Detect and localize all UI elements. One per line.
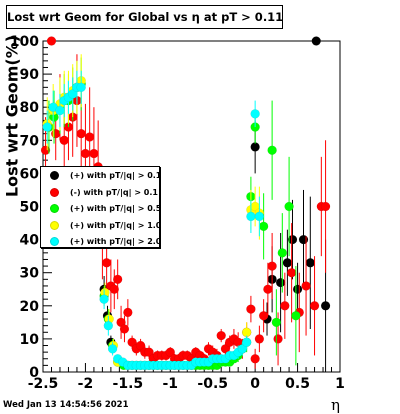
data-point bbox=[275, 277, 286, 288]
data-point bbox=[76, 128, 86, 139]
data-point bbox=[55, 105, 65, 116]
y-tick-label: 80 bbox=[20, 100, 40, 116]
data-point bbox=[80, 148, 91, 159]
data-point bbox=[254, 211, 265, 222]
axis-tick-labels: -2.5 -2 -1.5 -1 -0.5 0 0.5 10102030405060708090… bbox=[10, 34, 345, 392]
legend-marker bbox=[50, 237, 59, 246]
data-point bbox=[103, 320, 114, 331]
data-point bbox=[282, 258, 293, 268]
x-tick-label: -1.5 bbox=[113, 376, 144, 392]
data-point bbox=[241, 327, 252, 338]
legend-marker bbox=[50, 220, 59, 230]
y-tick-label: 0 bbox=[29, 365, 39, 381]
x-tick-label: -2 bbox=[78, 376, 94, 392]
y-tick-label: 10 bbox=[20, 332, 40, 348]
y-tick-label: 30 bbox=[20, 266, 40, 282]
chart-title: Lost wrt Geom for Global vs η at pT > 0.… bbox=[6, 5, 283, 29]
x-tick-label: 1 bbox=[335, 376, 345, 392]
data-point bbox=[76, 82, 86, 93]
data-point bbox=[84, 132, 95, 142]
data-point bbox=[250, 142, 260, 152]
data-point bbox=[109, 284, 120, 294]
data-point bbox=[50, 128, 61, 139]
data-point bbox=[241, 337, 252, 347]
data-point bbox=[89, 148, 99, 159]
y-tick-label: 20 bbox=[20, 299, 40, 315]
legend-entry: (+) with pT/|q| > 2.0 bbox=[41, 233, 162, 250]
legend-entry: (+) with pT/|q| > 0.5 bbox=[41, 200, 162, 217]
legend-entry: (+) with pT/|q| > 1.0 bbox=[41, 217, 162, 234]
data-points bbox=[40, 36, 331, 372]
series-4 bbox=[42, 70, 265, 371]
legend-label: (-) with pT/|q| > 0.1 bbox=[70, 187, 158, 197]
data-point bbox=[258, 221, 269, 232]
data-point bbox=[286, 267, 297, 278]
data-point bbox=[301, 281, 311, 291]
data-point bbox=[284, 201, 294, 212]
legend-marker bbox=[50, 204, 59, 213]
data-point bbox=[165, 347, 176, 357]
data-point bbox=[250, 354, 260, 364]
y-tick-label: 50 bbox=[20, 200, 40, 216]
data-point bbox=[291, 310, 301, 321]
data-point bbox=[273, 334, 283, 344]
data-point bbox=[123, 307, 133, 318]
data-point bbox=[277, 248, 288, 258]
data-point bbox=[320, 201, 331, 212]
data-point bbox=[42, 122, 52, 132]
legend-label: (+) with pT/|q| > 2.0 bbox=[70, 237, 162, 246]
data-point bbox=[216, 330, 226, 341]
data-point bbox=[254, 334, 265, 344]
data-point bbox=[119, 324, 130, 334]
data-point bbox=[250, 109, 260, 119]
data-point bbox=[107, 344, 118, 354]
x-tick-label: 0.5 bbox=[285, 376, 310, 392]
data-point bbox=[246, 211, 256, 222]
data-point bbox=[292, 284, 303, 294]
data-point bbox=[298, 234, 309, 245]
data-point bbox=[287, 234, 298, 245]
x-tick-label: -2.5 bbox=[28, 376, 59, 392]
x-tick-label: -1 bbox=[163, 376, 179, 392]
x-axis-label: η bbox=[331, 396, 340, 414]
y-axis-label: Lost wrt Geom(%) bbox=[2, 34, 22, 198]
legend-marker bbox=[50, 187, 59, 197]
data-point bbox=[263, 284, 273, 294]
chart-legend: (+) with pT/|q| > 0.1 (-) with pT/|q| > … bbox=[40, 166, 162, 250]
data-point bbox=[311, 36, 321, 46]
data-point bbox=[101, 258, 112, 268]
y-tick-label: 100 bbox=[10, 34, 39, 50]
legend-label: (+) with pT/|q| > 0.5 bbox=[70, 204, 162, 213]
data-point bbox=[40, 145, 51, 155]
data-point bbox=[280, 301, 290, 311]
data-point bbox=[46, 36, 57, 46]
legend-entry: (-) with pT/|q| > 0.1 bbox=[41, 184, 159, 201]
timestamp-footer: Wed Jan 13 14:54:56 2021 bbox=[3, 400, 129, 410]
x-tick-label: 0 bbox=[250, 376, 260, 392]
data-point bbox=[267, 145, 277, 155]
x-tick-label: -0.5 bbox=[197, 376, 228, 392]
legend-label: (+) with pT/|q| > 0.1 bbox=[70, 171, 162, 180]
data-point bbox=[59, 135, 69, 146]
legend-marker bbox=[50, 171, 59, 180]
y-tick-label: 40 bbox=[20, 233, 40, 249]
data-point bbox=[258, 310, 269, 321]
y-tick-label: 60 bbox=[20, 166, 40, 182]
data-point bbox=[112, 274, 123, 285]
legend-label: (+) with pT/|q| > 1.0 bbox=[70, 220, 162, 230]
y-tick-label: 90 bbox=[20, 67, 40, 83]
legend-entry: (+) with pT/|q| > 0.1 bbox=[41, 167, 162, 184]
data-point bbox=[320, 301, 331, 311]
data-point bbox=[267, 261, 277, 271]
data-point bbox=[271, 317, 282, 328]
data-point bbox=[99, 294, 109, 304]
data-point bbox=[144, 347, 154, 357]
data-point bbox=[246, 304, 256, 314]
y-tick-label: 70 bbox=[20, 133, 40, 149]
data-point bbox=[309, 301, 320, 311]
data-point bbox=[305, 258, 316, 268]
